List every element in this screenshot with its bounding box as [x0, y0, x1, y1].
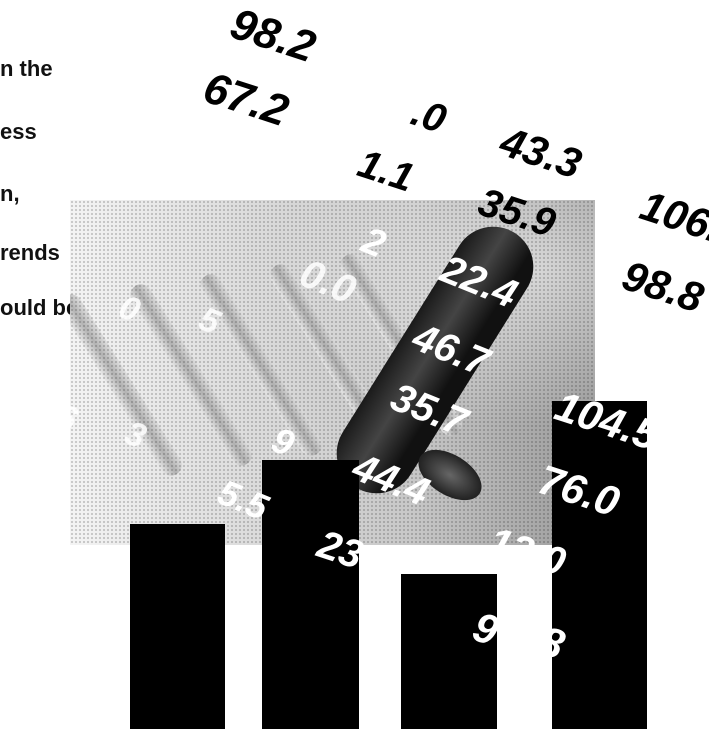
- paragraph-line-5: ould be: [0, 295, 79, 320]
- paragraph-line-2: ess: [0, 119, 37, 144]
- bar-4: [552, 401, 647, 729]
- bar-3: [401, 574, 497, 729]
- test-tube: [196, 270, 326, 460]
- number-label: 106.: [634, 181, 709, 252]
- number-label: 98.8: [616, 251, 709, 322]
- bar-1: [130, 524, 225, 729]
- number-label: .0: [406, 89, 452, 143]
- paragraph-line-4: rends: [0, 240, 60, 265]
- bar-2: [262, 460, 359, 729]
- number-label: 43.3: [494, 117, 588, 188]
- number-label: 98.2: [224, 0, 322, 73]
- paragraph-line-3: n,: [0, 181, 20, 206]
- test-tube: [126, 280, 256, 470]
- number-label: 67.2: [197, 62, 295, 137]
- number-label: 1.1: [352, 141, 420, 201]
- paragraph-line-1: n the: [0, 56, 53, 81]
- dot-mark: [578, 684, 582, 688]
